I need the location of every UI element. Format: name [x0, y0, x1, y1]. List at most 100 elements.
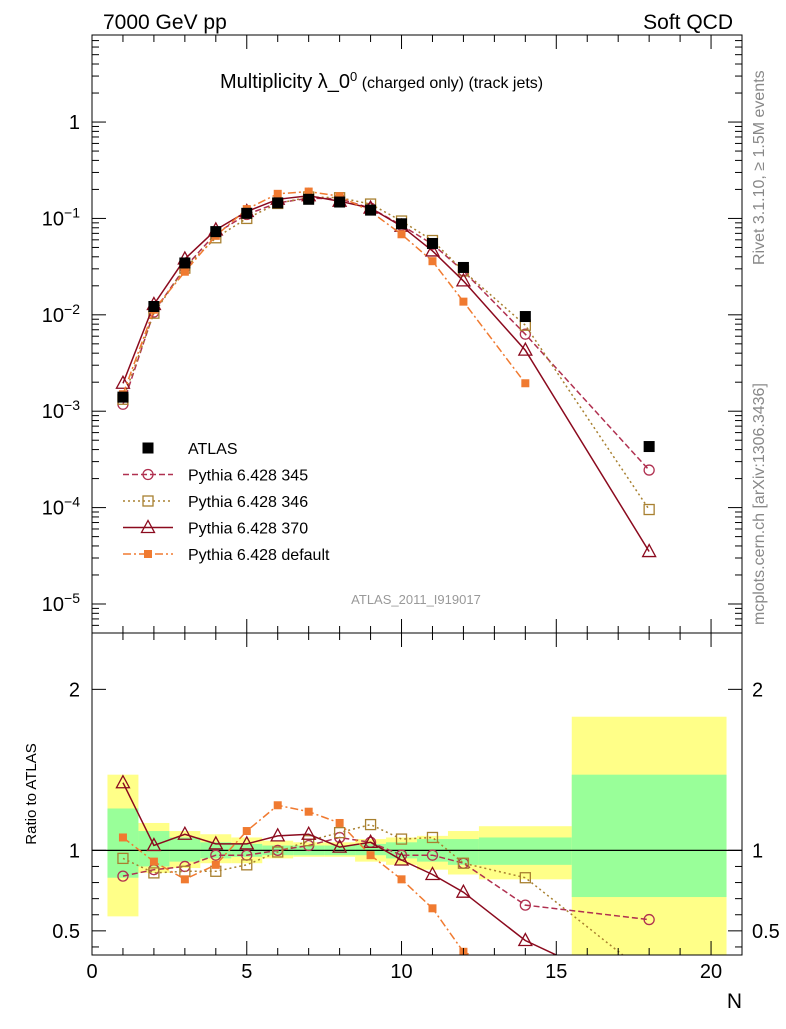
mcplots-label: mcplots.cern.ch [arXiv:1306.3436]	[751, 383, 768, 625]
ratio-y-tick-label-right: 2	[752, 679, 763, 701]
legend-marker-0	[142, 442, 154, 454]
ratio-y-tick-label-left: 0.5	[52, 921, 80, 943]
legend-entry-2: Pythia 6.428 346	[123, 494, 308, 511]
main-series-line-1	[122, 197, 650, 471]
main-point-0-5	[272, 197, 284, 209]
main-series-1	[117, 192, 655, 476]
ratio-point-1-12	[519, 872, 531, 884]
ratio-point-1-7	[333, 826, 346, 839]
main-y-tick-base: 10	[42, 208, 64, 230]
main-point-0-9	[396, 218, 408, 230]
main-series-0	[117, 193, 655, 453]
ratio-point-3-2	[180, 875, 189, 884]
ratio-point-3-9	[397, 875, 406, 884]
ratio-point-3-10	[428, 904, 437, 913]
main-point-0-10	[426, 237, 438, 249]
ratio-point-2-8	[362, 833, 379, 848]
main-point-3-11	[455, 272, 472, 287]
ratio-point-0-12	[519, 899, 531, 911]
legend-entry-0: ATLAS	[142, 441, 238, 458]
ratio-point-2-9	[393, 851, 410, 866]
ratio-series-3	[118, 801, 473, 955]
ratio-plot-frame	[91, 632, 743, 956]
main-point-0-6	[303, 193, 315, 205]
ratio-y-tick-label-right: 0.5	[752, 921, 780, 943]
ratio-point-1-13	[644, 971, 654, 981]
ratio-point-2-10	[424, 866, 441, 881]
legend-marker-4	[144, 550, 152, 558]
ratio-band-inner-0	[107, 808, 139, 878]
legend-label-1: Pythia 6.428 345	[188, 468, 308, 485]
ratio-point-3-1	[149, 857, 158, 866]
legend-entry-4: Pythia 6.428 default	[123, 547, 330, 564]
main-y-tick-base: 10	[42, 498, 64, 520]
main-point-0-0	[117, 391, 129, 403]
main-point-1-13	[643, 464, 655, 476]
ratio-point-0-13	[643, 913, 655, 926]
ratio-point-2-13	[643, 991, 656, 1003]
ratio-point-3-6	[304, 807, 313, 816]
ratio-series-2	[115, 774, 656, 1003]
main-y-tick-label: 10−2	[42, 301, 80, 327]
main-point-4-6	[304, 187, 313, 196]
ratio-point-2-3	[208, 835, 224, 850]
main-point-4-7	[335, 192, 344, 201]
main-plot-title: Multiplicity λ_00 (charged only) (track …	[220, 69, 543, 94]
legend-label-4: Pythia 6.428 default	[188, 547, 330, 564]
ratio-point-1-9	[395, 833, 408, 845]
ratio-y-tick-label-left: 2	[69, 679, 80, 701]
main-y-tick-label: 10−5	[42, 590, 80, 616]
ratio-y-tick-label-left: 1	[69, 840, 80, 862]
main-point-0-1	[148, 300, 160, 312]
main-point-0-8	[365, 204, 377, 216]
main-y-tick-exponent: −5	[64, 590, 80, 606]
main-plot: 10−510−410−310−210−11 Multiplicity λ_00 …	[42, 34, 743, 634]
main-point-3-10	[424, 242, 441, 257]
x-axis-label: N	[727, 990, 742, 1013]
ratio-band-inner-12	[478, 837, 572, 865]
legend-marker-3	[140, 519, 156, 534]
ratio-point-2-6	[301, 825, 317, 840]
header-right-label: Soft QCD	[643, 11, 733, 34]
main-point-0-11	[457, 261, 469, 273]
ratio-point-1-1	[148, 867, 160, 879]
ratio-point-3-5	[273, 801, 282, 810]
main-point-3-12	[517, 341, 533, 356]
ratio-point-3-3	[211, 860, 220, 869]
legend-entry-3: Pythia 6.428 370	[123, 519, 308, 538]
ratio-band-inner-2	[169, 837, 201, 862]
main-point-3-0	[115, 374, 131, 389]
ratio-band-inner-13	[571, 774, 727, 898]
main-series-4	[118, 187, 530, 399]
main-y-tick-exponent: −2	[64, 301, 80, 317]
ratio-point-3-4	[242, 827, 251, 836]
ratio-x-tick-label: 20	[700, 961, 722, 983]
ratio-point-2-1	[146, 837, 162, 852]
main-point-0-2	[179, 257, 191, 269]
main-series-line-4	[122, 190, 526, 395]
main-point-4-12	[521, 379, 530, 388]
main-y-tick-exponent: −1	[64, 204, 80, 220]
main-point-1-12	[519, 328, 531, 340]
ratio-y-axis-label: Ratio to ATLAS	[23, 743, 40, 844]
ratio-x-tick-label: 0	[86, 961, 97, 983]
main-y-tick-exponent: −4	[64, 494, 80, 510]
main-y-tick-base: 10	[42, 594, 64, 616]
ratio-point-0-0	[117, 870, 129, 882]
main-y-tick-label: 1	[69, 112, 80, 134]
main-series-2	[117, 191, 655, 516]
header-left-label: 7000 GeV pp	[103, 11, 227, 34]
main-point-2-13	[643, 503, 655, 516]
ratio-series-1	[117, 818, 654, 981]
main-y-tick-label: 10−4	[42, 494, 80, 520]
main-y-tick-exponent: −3	[64, 397, 80, 413]
ratio-point-2-2	[177, 825, 193, 840]
legend-label-0: ATLAS	[188, 441, 238, 458]
main-point-4-2	[180, 267, 189, 276]
legend: ATLAS Pythia 6.428 345 Pythia 6.428 346 Pyt…	[123, 441, 330, 564]
main-point-4-10	[428, 257, 437, 266]
ratio-plot: 0 5 10 15 20 0.5 0.5 1 1 2 2 Ratio to ATLAS N	[23, 632, 780, 1013]
main-point-4-5	[273, 189, 282, 198]
main-y-tick-base: 10	[42, 401, 64, 423]
main-point-0-13	[643, 441, 655, 453]
